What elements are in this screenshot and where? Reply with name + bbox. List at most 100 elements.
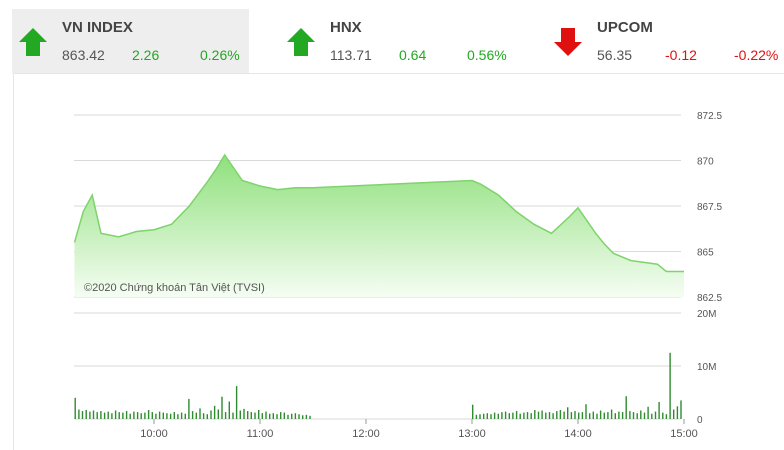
volume-bar (486, 413, 488, 419)
volume-bar (92, 410, 95, 419)
index-value: 863.42 (62, 47, 105, 63)
index-change-pct: -0.22% (734, 47, 779, 63)
tab-vn-index[interactable]: VN INDEX 863.42 2.26 0.26% (12, 9, 249, 73)
volume-bar (581, 412, 584, 419)
volume-bar (294, 413, 297, 419)
volume-bar (523, 412, 525, 419)
volume-bar (596, 413, 598, 419)
volume-bar (563, 411, 565, 419)
volume-bar (96, 412, 98, 419)
price-tick-label: 870 (697, 157, 714, 168)
chart-watermark: ©2020 Chứng khoán Tân Việt (TVSI) (84, 282, 265, 294)
volume-bar (107, 411, 109, 419)
time-tick-label: 12:00 (352, 428, 380, 440)
volume-bar (658, 402, 660, 419)
volume-bar (552, 413, 554, 419)
volume-bar (81, 411, 84, 419)
volume-bar (530, 413, 532, 419)
volume-bar (224, 412, 227, 419)
volume-bar (151, 412, 153, 419)
volume-bar (537, 411, 540, 419)
volume-bar (490, 414, 492, 419)
arrow-up-icon (19, 28, 47, 56)
tab-upcom[interactable]: UPCOM 56.35 -0.12 -0.22% (547, 9, 784, 73)
volume-bar (526, 412, 529, 419)
volume-bar (169, 413, 172, 419)
volume-y-axis: 20M 10M 0 (697, 309, 716, 426)
volume-bar (632, 412, 635, 419)
volume-bar (136, 412, 139, 419)
volume-bar (85, 410, 87, 419)
volume-bar (228, 401, 230, 419)
volume-bar (618, 411, 620, 419)
volume-bar (235, 386, 238, 419)
volume-bar (162, 412, 164, 419)
volume-bar (103, 412, 106, 419)
price-line (73, 153, 684, 273)
volume-bar (243, 408, 245, 419)
arrow-up-icon (287, 28, 315, 56)
volume-bar (114, 410, 117, 419)
index-tabs: VN INDEX 863.42 2.26 0.26% HNX 113.71 0.… (0, 0, 784, 73)
volume-bar (592, 411, 594, 419)
chart-panel (13, 73, 784, 450)
tab-hnx[interactable]: HNX 113.71 0.64 0.56% (280, 9, 517, 73)
volume-bar (269, 413, 271, 419)
time-tick-label: 15:00 (670, 428, 698, 440)
volume-bar (158, 411, 161, 419)
price-y-axis: 872.5 870 867.5 865 862.5 (697, 111, 722, 304)
index-change: -0.12 (665, 47, 697, 63)
volume-bar (669, 352, 671, 420)
volume-bar (232, 412, 234, 419)
price-tick-label: 867.5 (697, 202, 722, 213)
volume-bar (621, 412, 624, 419)
volume-bar (305, 414, 308, 419)
volume-bar (239, 410, 241, 419)
volume-bar (144, 412, 146, 419)
price-area (74, 155, 684, 297)
index-name: HNX (330, 19, 362, 36)
volume-bar (662, 412, 664, 419)
volume-bar (585, 404, 587, 419)
volume-bar (173, 412, 175, 419)
volume-bar (129, 413, 131, 419)
arrow-down-icon (554, 28, 582, 56)
volume-bar (309, 415, 311, 419)
volume-bar (680, 400, 682, 419)
volume-bar (180, 412, 183, 419)
volume-bar (221, 396, 223, 419)
volume-bar (254, 412, 256, 419)
volume-bar (280, 412, 282, 419)
volume-bar (191, 411, 194, 419)
time-tick-label: 13:00 (458, 428, 486, 440)
volume-bar (217, 409, 219, 419)
volume-bar (651, 413, 653, 419)
volume-bar (603, 412, 605, 419)
volume-bar (515, 411, 518, 419)
index-change: 0.64 (399, 47, 427, 63)
volume-grid (74, 312, 681, 420)
volume-bar (625, 396, 627, 419)
price-tick-label: 872.5 (697, 111, 722, 122)
volume-bar (140, 413, 142, 419)
volume-bar (512, 412, 514, 419)
volume-bar (589, 413, 591, 419)
price-tick-label: 865 (697, 248, 714, 259)
volume-bar (508, 413, 510, 419)
volume-bar (567, 407, 569, 419)
volume-bar (272, 413, 274, 419)
volume-bar (534, 410, 536, 419)
volume-bar (673, 409, 675, 419)
index-change: 2.26 (132, 47, 160, 63)
volume-bar (287, 414, 289, 419)
volume-bar (213, 405, 216, 420)
volume-bar (493, 412, 496, 419)
volume-bar (607, 412, 609, 419)
volume-bar (118, 412, 120, 419)
index-change-pct: 0.26% (200, 47, 240, 63)
volume-bar (298, 414, 300, 419)
time-tick-label: 10:00 (140, 428, 168, 440)
volume-bar (636, 413, 638, 419)
volume-bar (247, 411, 249, 419)
volume-bar (74, 397, 76, 419)
